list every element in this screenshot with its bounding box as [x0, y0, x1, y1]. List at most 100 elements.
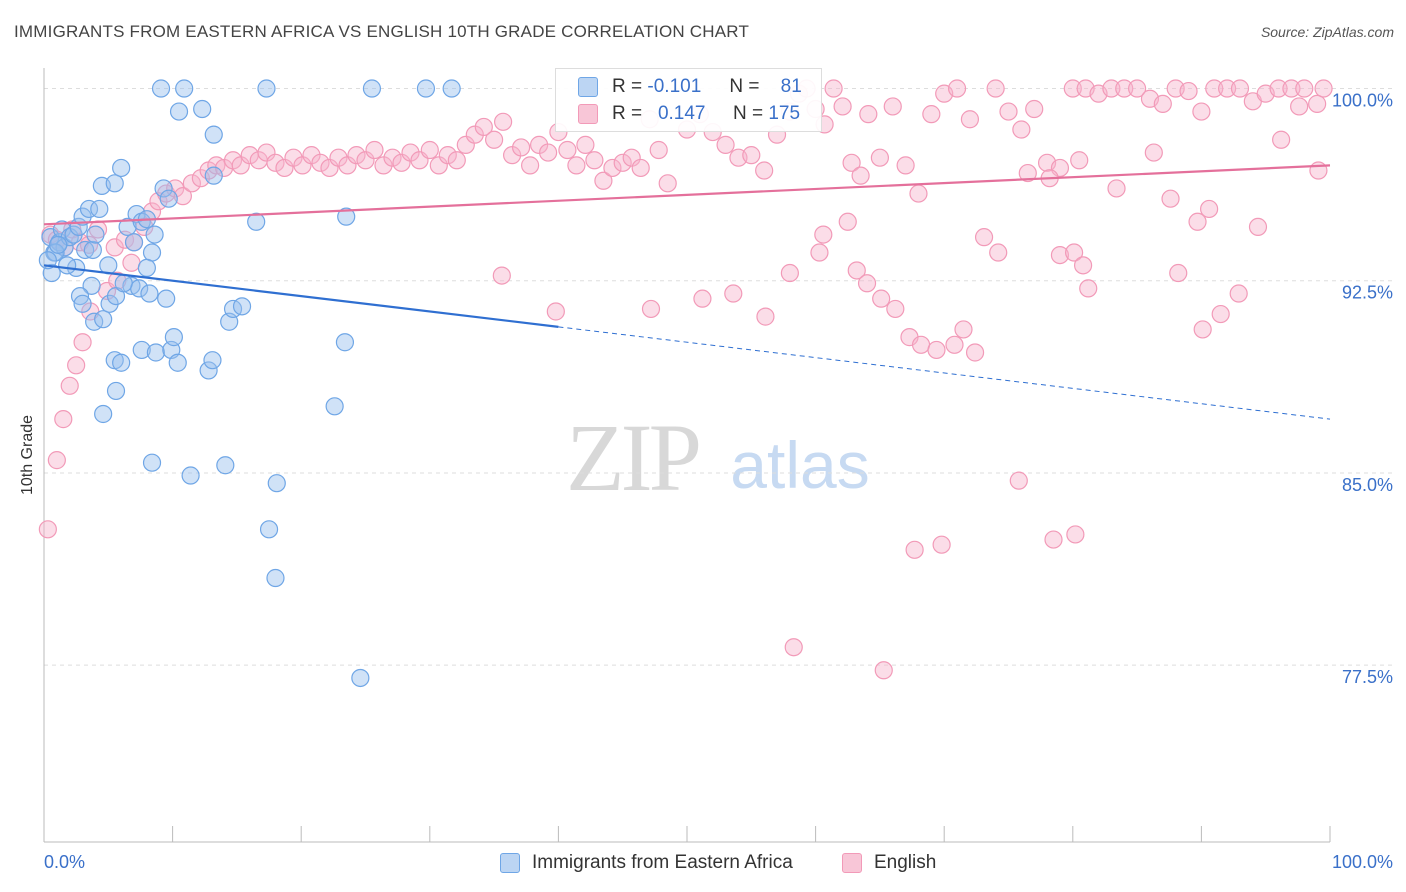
legend-item-english[interactable]: English — [842, 852, 936, 874]
english-point — [275, 158, 294, 178]
english-point — [266, 153, 285, 172]
english-point — [1107, 179, 1126, 198]
english-point — [945, 335, 964, 354]
english-point — [1211, 304, 1230, 324]
english-point — [883, 97, 902, 116]
r-value: -0.101 — [647, 76, 702, 97]
r-label: R = — [612, 103, 643, 124]
english-point — [870, 148, 890, 167]
watermark-zip: ZIP — [566, 404, 699, 511]
pink-swatch — [578, 104, 598, 124]
eastern-africa-point — [168, 353, 187, 372]
english-point — [986, 79, 1005, 98]
english-point — [1272, 130, 1291, 149]
english-point — [512, 138, 531, 157]
eastern-africa-point — [94, 404, 113, 424]
english-point — [649, 140, 668, 160]
eastern-africa-point — [266, 568, 285, 588]
english-point — [1064, 243, 1084, 262]
english-point — [392, 153, 411, 172]
english-point — [922, 105, 941, 124]
trend-lines — [43, 164, 1331, 420]
english-point — [356, 151, 375, 170]
eastern-africa-point — [181, 466, 200, 485]
n-value: 175 — [768, 103, 801, 124]
eastern-africa-point — [175, 79, 194, 98]
english-point — [824, 79, 843, 98]
english-points — [38, 79, 1333, 680]
legend-swatch-pink — [842, 853, 862, 873]
english-point — [965, 343, 985, 362]
eastern-africa-point — [267, 474, 286, 493]
legend-item-eastern-africa[interactable]: Immigrants from Eastern Africa — [500, 852, 793, 874]
english-point — [833, 97, 852, 116]
english-point — [847, 261, 866, 280]
english-point — [320, 158, 339, 178]
eastern-africa-point — [203, 351, 222, 370]
english-point — [1193, 320, 1212, 339]
english-point — [231, 156, 250, 175]
english-point — [1070, 151, 1089, 170]
english-point — [1009, 471, 1028, 490]
eastern-africa-point — [216, 456, 235, 475]
eastern-africa-point — [157, 289, 176, 308]
blue-swatch — [578, 77, 598, 97]
english-point — [456, 135, 475, 154]
eastern-africa-trend-dashed — [558, 326, 1331, 420]
english-point — [1282, 79, 1301, 98]
eastern-africa-point — [38, 251, 57, 270]
english-point — [1073, 256, 1093, 275]
english-point — [755, 161, 774, 180]
english-point — [474, 117, 493, 137]
english-point — [947, 79, 967, 98]
legend-label-english: English — [874, 852, 937, 873]
eastern-africa-point — [58, 256, 77, 275]
english-point — [311, 153, 330, 172]
english-point — [1153, 94, 1172, 113]
english-point — [60, 376, 79, 395]
english-trend — [43, 164, 1331, 226]
english-point — [585, 151, 604, 170]
english-point — [494, 112, 513, 131]
english-point — [1179, 81, 1198, 101]
eastern-africa-point — [362, 79, 382, 98]
english-point — [1127, 79, 1147, 98]
eastern-africa-point — [193, 99, 212, 119]
english-point — [383, 148, 402, 167]
eastern-africa-point — [442, 79, 461, 98]
english-point — [567, 156, 586, 175]
axes — [43, 68, 1331, 843]
english-point — [784, 638, 803, 657]
english-point — [438, 146, 457, 165]
english-point — [1079, 279, 1098, 298]
english-point — [1102, 79, 1121, 98]
x-tick-min: 0.0% — [44, 852, 86, 872]
r-value: 0.147 — [657, 103, 706, 124]
english-point — [603, 158, 622, 178]
english-point — [1269, 79, 1288, 98]
english-point — [1169, 263, 1188, 283]
eastern-africa-point — [204, 166, 223, 185]
english-point — [182, 174, 201, 193]
english-point — [693, 289, 712, 308]
x-tick-max: 100.0% — [1331, 852, 1393, 872]
english-point — [927, 340, 946, 360]
eastern-africa-point — [257, 79, 276, 98]
english-point — [872, 289, 891, 308]
english-point — [1314, 79, 1333, 98]
eastern-africa-point — [132, 340, 151, 360]
eastern-africa-point — [142, 243, 162, 262]
chart-title: IMMIGRANTS FROM EASTERN AFRICA VS ENGLIS… — [14, 22, 750, 41]
english-point — [1144, 143, 1163, 162]
y-tick-label: 100.0% — [1332, 91, 1393, 111]
n-label: N = — [732, 103, 764, 124]
english-point — [999, 102, 1018, 121]
english-point — [546, 302, 565, 321]
english-point — [539, 143, 558, 162]
english-point — [1218, 79, 1237, 98]
eastern-africa-point — [199, 361, 218, 380]
stats-row-eastern-africa: R = -0.101 N = 81 — [578, 74, 802, 100]
y-tick-labels: 77.5% 85.0% 92.5% 100.0% — [1332, 91, 1393, 688]
english-point — [724, 284, 743, 303]
